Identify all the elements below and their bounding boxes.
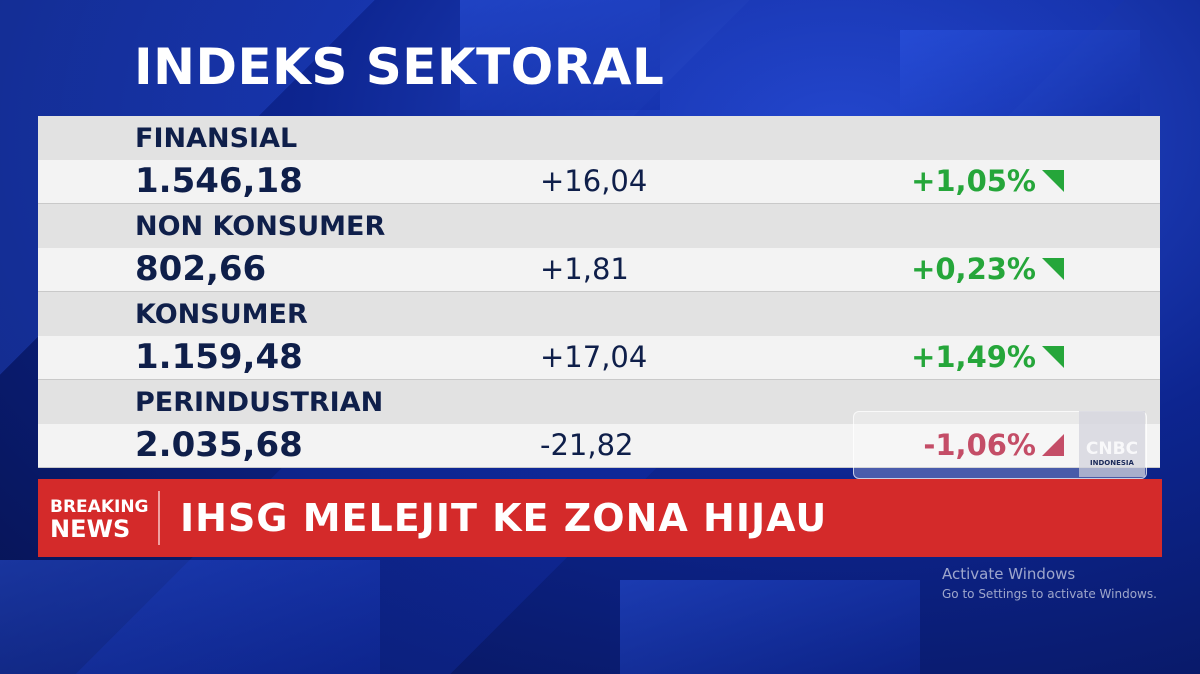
percent-change: -1,06% [923, 428, 1036, 462]
sector-name: FINANSIAL [38, 116, 1160, 160]
breaking-news-tag: BREAKING NEWS [50, 496, 149, 543]
activate-subtitle: Go to Settings to activate Windows. [942, 587, 1157, 601]
logo-brand: CNBC [1085, 439, 1139, 459]
index-value: 1.159,48 [135, 337, 303, 377]
point-change: -21,82 [540, 428, 634, 462]
percent-change: +1,49% [911, 340, 1036, 374]
cnbc-logo: CNBC INDONESIA [1079, 411, 1145, 477]
sector-name: PERINDUSTRIAN [38, 380, 1160, 424]
background-cube [0, 560, 380, 674]
table-row: 2.035,68 -21,82 -1,06% [38, 424, 1160, 468]
table-row: 1.546,18 +16,04 +1,05% [38, 160, 1160, 204]
trend-up-icon [1042, 258, 1064, 280]
logo-sub: INDONESIA [1090, 459, 1134, 467]
percent-change: +0,23% [911, 252, 1036, 286]
tag-line-1: BREAKING [50, 497, 149, 517]
point-change: +1,81 [540, 252, 629, 286]
activate-title: Activate Windows [942, 565, 1076, 583]
trend-down-icon [1042, 434, 1064, 456]
activate-windows-watermark: Activate Windows Go to Settings to activ… [942, 565, 1157, 601]
sector-name: NON KONSUMER [38, 204, 1160, 248]
table-row: 802,66 +1,81 +0,23% [38, 248, 1160, 292]
tag-line-2: NEWS [50, 515, 131, 543]
table-row: 1.159,48 +17,04 +1,49% [38, 336, 1160, 380]
sector-name: KONSUMER [38, 292, 1160, 336]
index-value: 802,66 [135, 249, 267, 289]
headline: IHSG MELEJIT KE ZONA HIJAU [180, 496, 828, 540]
index-value: 2.035,68 [135, 425, 303, 465]
trend-up-icon [1042, 346, 1064, 368]
point-change: +16,04 [540, 164, 648, 198]
trend-up-icon [1042, 170, 1064, 192]
page-title: INDEKS SEKTORAL [134, 38, 665, 96]
percent-change: +1,05% [911, 164, 1036, 198]
divider [158, 491, 160, 545]
point-change: +17,04 [540, 340, 648, 374]
background-cube [620, 580, 920, 674]
sector-index-table: FINANSIAL 1.546,18 +16,04 +1,05% NON KON… [38, 116, 1160, 468]
index-value: 1.546,18 [135, 161, 303, 201]
background-cube [900, 30, 1140, 120]
breaking-news-banner: BREAKING NEWS IHSG MELEJIT KE ZONA HIJAU [38, 479, 1162, 557]
background-cube [460, 0, 660, 110]
